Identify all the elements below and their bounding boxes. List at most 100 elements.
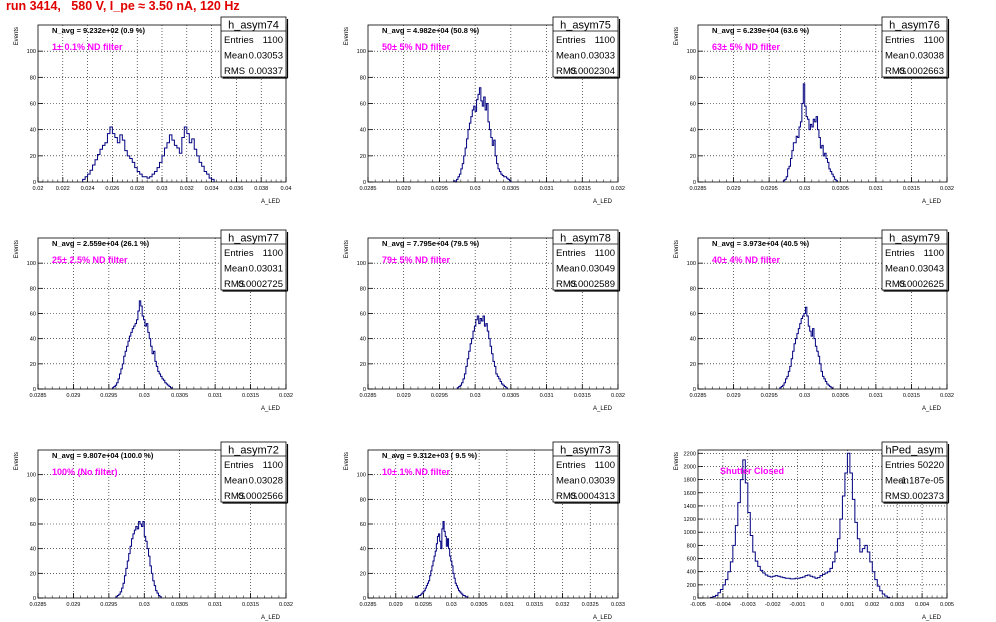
plot-frame bbox=[367, 24, 619, 183]
y-tick-label: 100 bbox=[687, 49, 696, 55]
y-tick-label: 60 bbox=[690, 102, 696, 108]
stats-box bbox=[881, 16, 948, 78]
y-tick-label: 100 bbox=[27, 49, 36, 55]
histogram-series-h_asym72 bbox=[115, 521, 162, 598]
histogram-series-h_asym78 bbox=[456, 315, 508, 389]
x-tick-label: 0.033 bbox=[611, 602, 625, 608]
y-tick-label: 200 bbox=[687, 583, 696, 589]
navg-annotation: N_avg = 4.982e+04 (50.8 %) bbox=[382, 26, 480, 35]
stats-value: 0.03033 bbox=[581, 51, 615, 62]
x-tick-label: 0.028 bbox=[130, 186, 144, 192]
stats-value: 1100 bbox=[263, 35, 283, 46]
stats-value: 0.00337 bbox=[249, 66, 283, 77]
stats-title: h_asym77 bbox=[228, 233, 279, 245]
x-tick-label: 0.034 bbox=[205, 186, 219, 192]
stats-label: Entries bbox=[885, 460, 915, 471]
y-tick-label: 40 bbox=[30, 337, 36, 343]
stats-label: RMS bbox=[556, 66, 577, 77]
x-tick-label: 0.0305 bbox=[502, 186, 519, 192]
y-axis-label: Events bbox=[674, 240, 680, 258]
x-tick-label: 0.0285 bbox=[689, 186, 706, 192]
y-tick-label: 80 bbox=[360, 497, 366, 503]
y-tick-label: 40 bbox=[30, 128, 36, 134]
x-tick-label: 0.0305 bbox=[832, 186, 849, 192]
y-tick-label: 2000 bbox=[684, 464, 696, 470]
histogram-series-h_asym73 bbox=[414, 521, 468, 599]
y-tick-label: 40 bbox=[690, 337, 696, 343]
y-tick-label: 2200 bbox=[684, 451, 696, 457]
plot-frame bbox=[367, 449, 619, 599]
navg-annotation: N_avg = 9.807e+04 (100.0 %) bbox=[52, 451, 154, 460]
y-tick-label: 100 bbox=[27, 261, 36, 267]
stats-value: 0.0002725 bbox=[238, 279, 283, 290]
stats-box bbox=[220, 441, 287, 503]
x-tick-label: 0.036 bbox=[229, 186, 243, 192]
x-tick-label: -0.003 bbox=[740, 602, 756, 608]
y-tick-label: 100 bbox=[357, 49, 366, 55]
x-axis-label: A_LED bbox=[261, 406, 281, 412]
stats-box bbox=[552, 16, 619, 78]
y-tick-label: 1600 bbox=[684, 491, 696, 497]
y-tick-label: 20 bbox=[690, 362, 696, 368]
x-tick-label: 0.029 bbox=[66, 602, 80, 608]
y-tick-label: 60 bbox=[30, 522, 36, 528]
x-tick-label: 0.024 bbox=[81, 186, 95, 192]
x-tick-label: 0.026 bbox=[105, 186, 119, 192]
filter-annotation: 63± 5% ND filter bbox=[712, 42, 780, 52]
stats-label: RMS bbox=[224, 66, 245, 77]
navg-annotation: N_avg = 2.559e+04 (26.1 %) bbox=[52, 239, 150, 248]
x-tick-label: 0.0285 bbox=[359, 186, 376, 192]
plot-frame bbox=[37, 237, 287, 390]
x-tick-label: 0.032 bbox=[279, 393, 293, 399]
x-axis-label: A_LED bbox=[922, 615, 942, 621]
stats-value: 0.03028 bbox=[249, 476, 283, 487]
x-tick-label: 0.029 bbox=[389, 602, 403, 608]
stats-label: Entries bbox=[885, 248, 915, 259]
stats-title: h_asym76 bbox=[889, 20, 940, 32]
y-tick-label: 80 bbox=[30, 286, 36, 292]
navg-annotation: N_avg = 9.312e+03 ( 9.5 %) bbox=[382, 451, 478, 460]
x-tick-label: -0.005 bbox=[690, 602, 706, 608]
x-tick-label: 0.03 bbox=[139, 602, 150, 608]
x-tick-label: 0.0315 bbox=[574, 186, 591, 192]
y-tick-label: 600 bbox=[687, 557, 696, 563]
y-tick-label: 60 bbox=[30, 102, 36, 108]
x-tick-label: 0.005 bbox=[940, 602, 954, 608]
y-tick-label: 0 bbox=[363, 387, 366, 393]
plot-frame bbox=[697, 24, 948, 183]
x-tick-label: 0.0285 bbox=[29, 602, 46, 608]
x-tick-label: 0.0305 bbox=[171, 602, 188, 608]
histogram-panel-h_asym77: 0.0285 0.029 0.0295 0.03 0.0305 0.031 0.0315 0.… bbox=[14, 229, 293, 412]
navg-annotation: N_avg = 3.973e+04 (40.5 %) bbox=[712, 239, 810, 248]
x-tick-label: 0.0285 bbox=[29, 393, 46, 399]
x-tick-label: 0.004 bbox=[915, 602, 929, 608]
x-tick-label: 0.0315 bbox=[526, 602, 543, 608]
stats-value: 1100 bbox=[595, 248, 615, 259]
x-tick-label: 0.029 bbox=[66, 393, 80, 399]
x-tick-label: 0.038 bbox=[254, 186, 268, 192]
x-tick-label: 0.032 bbox=[180, 186, 194, 192]
stats-label: Entries bbox=[556, 35, 586, 46]
y-tick-label: 100 bbox=[687, 261, 696, 267]
y-tick-label: 80 bbox=[30, 75, 36, 81]
stats-value: 1100 bbox=[595, 460, 615, 471]
x-tick-label: 0.031 bbox=[540, 393, 554, 399]
stats-label: RMS bbox=[224, 279, 245, 290]
stats-value: 0.03043 bbox=[910, 264, 944, 275]
y-tick-label: 1400 bbox=[684, 504, 696, 510]
x-tick-label: 0.032 bbox=[940, 186, 954, 192]
histogram-panel-h_asym73: 0.0285 0.029 0.0295 0.03 0.0305 0.031 0.0315 0.… bbox=[344, 441, 625, 621]
x-tick-label: -0.001 bbox=[790, 602, 806, 608]
stats-value: 0.03031 bbox=[249, 264, 283, 275]
stats-label: Entries bbox=[556, 248, 586, 259]
histogram-panel-h_asym74: 0.02 0.022 0.024 0.026 0.028 0.03 0.032 0.034 0.… bbox=[14, 16, 291, 205]
stats-value: 0.0002566 bbox=[238, 491, 283, 502]
histogram-panel-h_asym75: 0.0285 0.029 0.0295 0.03 0.0305 0.031 0.0315 0.… bbox=[344, 16, 625, 205]
stats-value: 1100 bbox=[924, 35, 944, 46]
y-tick-label: 80 bbox=[690, 75, 696, 81]
x-tick-label: 0 bbox=[821, 602, 824, 608]
filter-annotation: 10± 1% ND filter bbox=[382, 467, 450, 477]
y-tick-label: 400 bbox=[687, 570, 696, 576]
stats-value: -1.187e-05 bbox=[898, 476, 944, 487]
